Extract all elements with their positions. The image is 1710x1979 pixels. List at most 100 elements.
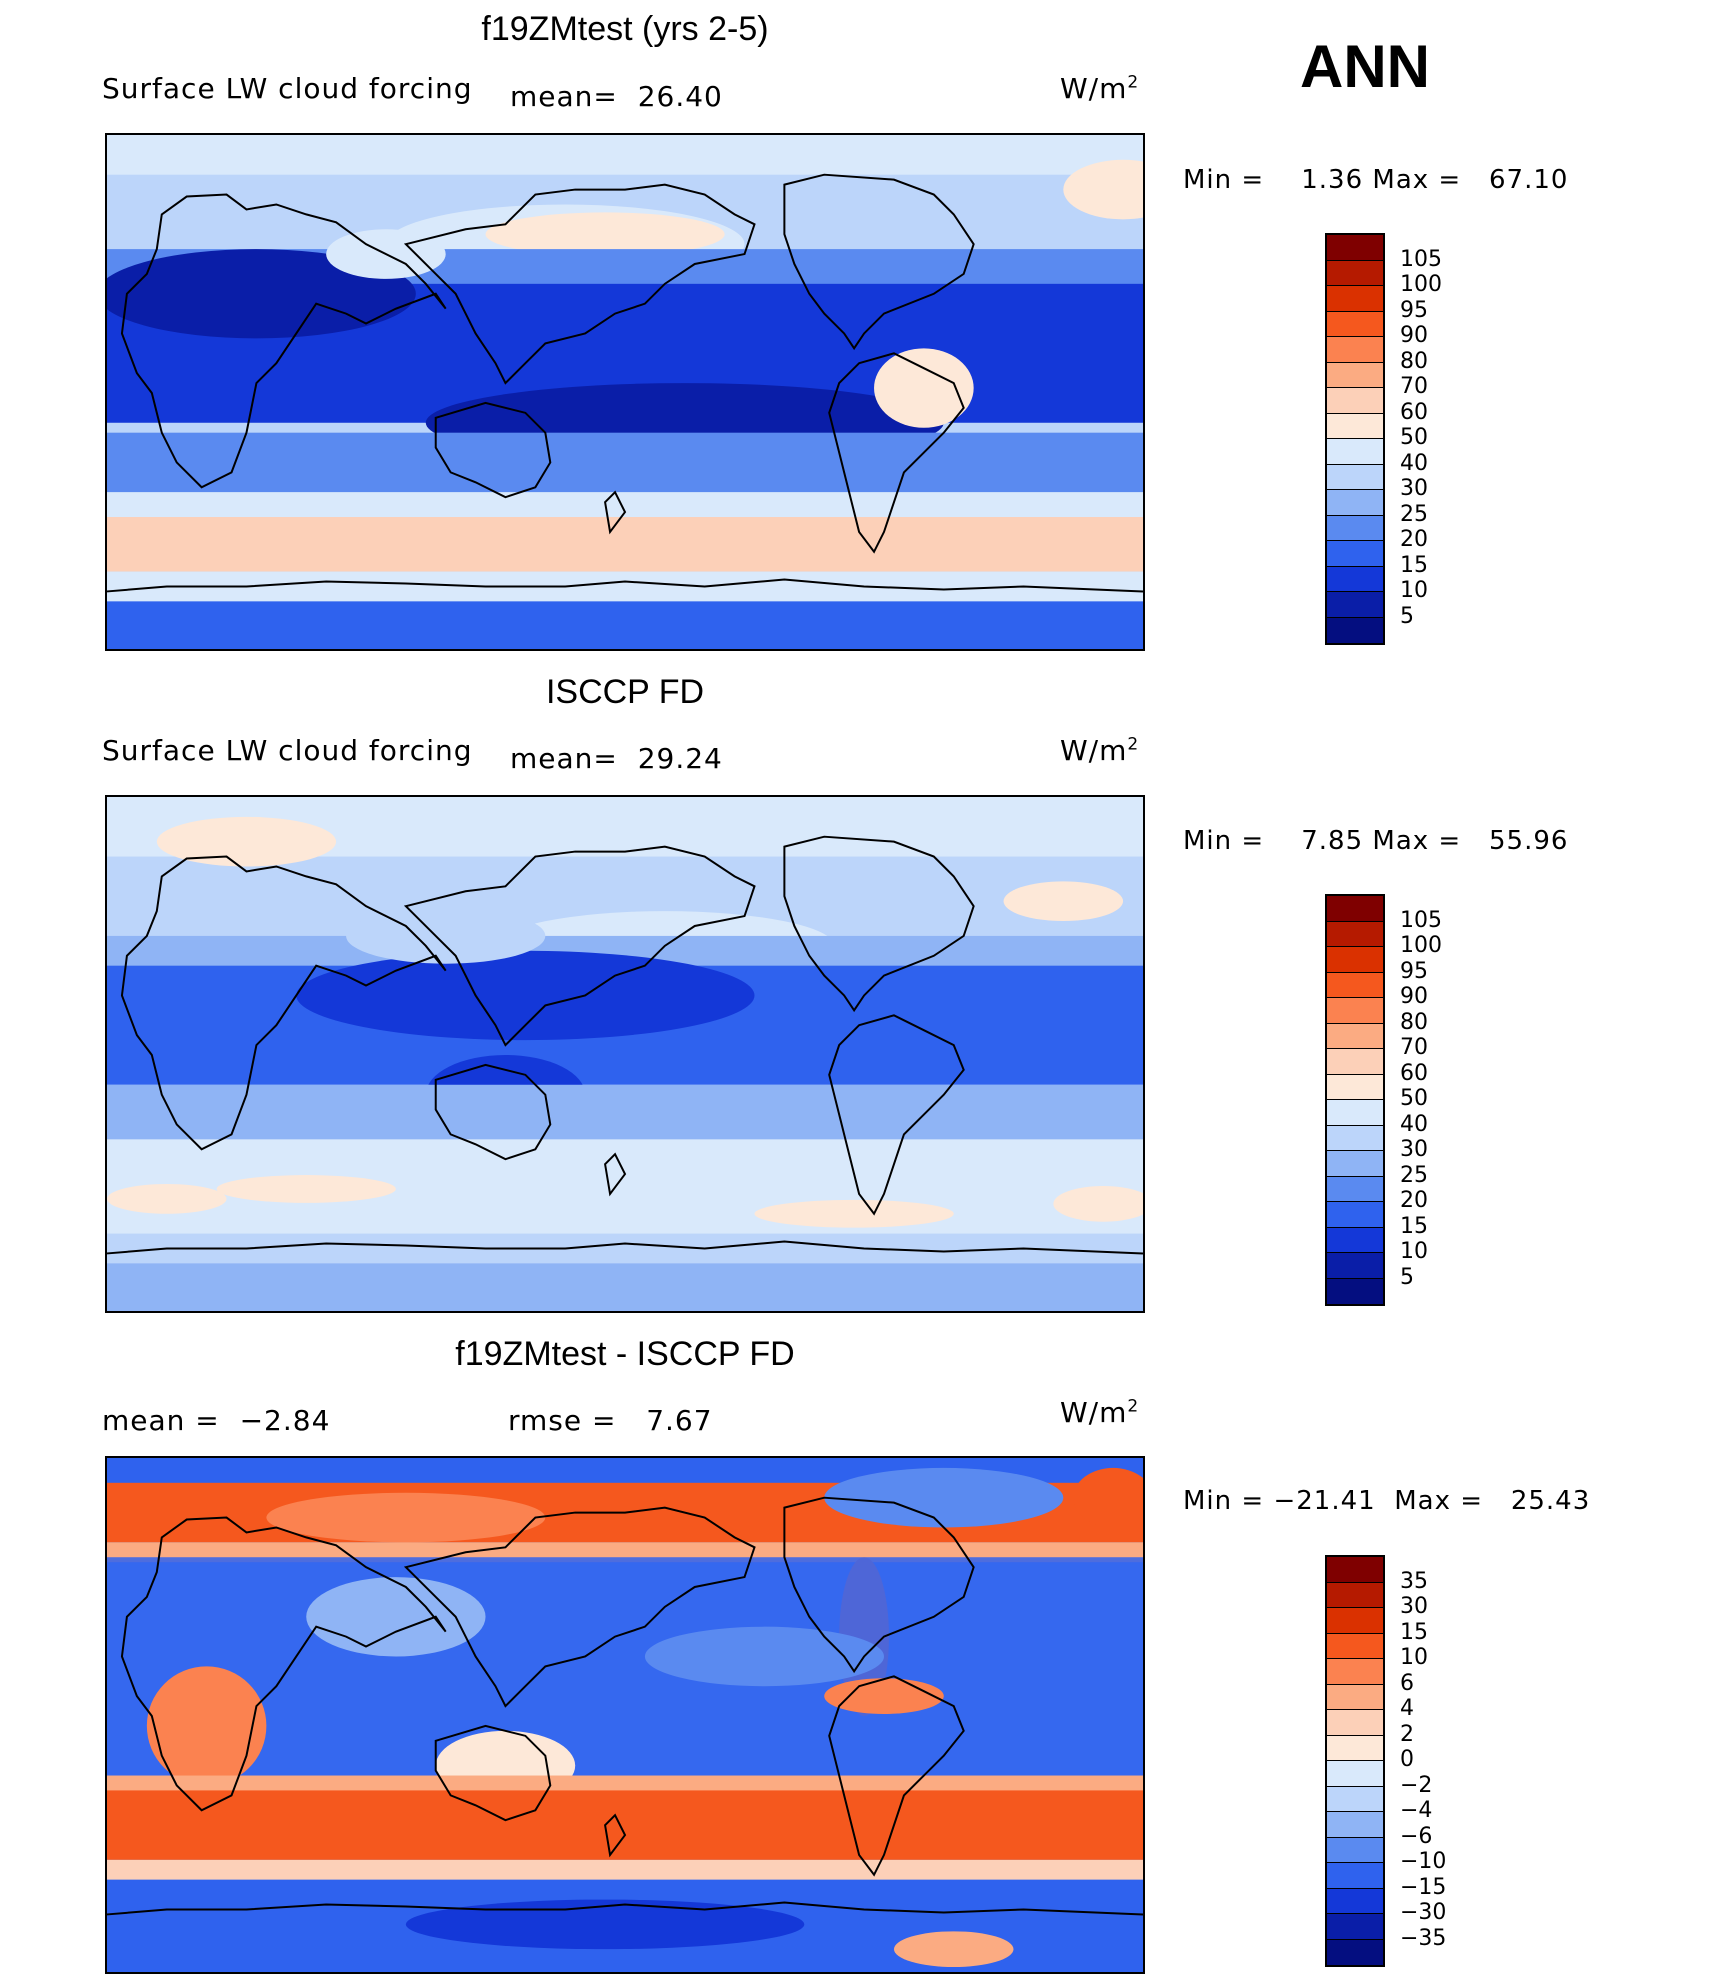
colorbar-level-label: 5 [1400, 603, 1414, 629]
colorbar-swatch [1327, 1761, 1383, 1787]
colorbar-swatch [1327, 260, 1383, 286]
colorbar-swatch [1327, 1735, 1383, 1761]
panel3-rmse: rmse = 7.67 [508, 1404, 713, 1437]
colorbar-level-label: 15 [1400, 552, 1428, 578]
colorbar-swatch [1327, 515, 1383, 541]
colorbar-swatch [1327, 286, 1383, 312]
colorbar-level-label: 15 [1400, 1619, 1428, 1645]
colorbar-swatch [1327, 1684, 1383, 1710]
colorbar-level-label: 4 [1400, 1696, 1414, 1721]
colorbar-swatch [1327, 311, 1383, 337]
colorbar-swatch [1327, 1100, 1383, 1126]
colorbar-swatch [1327, 337, 1383, 363]
panel3-map [105, 1456, 1145, 1974]
colorbar-level-label: 5 [1400, 1264, 1414, 1290]
panel3-colorbar [1325, 1555, 1385, 1967]
colorbar-level-label: 95 [1400, 297, 1428, 323]
panel1-mean-value: 26.40 [637, 80, 723, 113]
colorbar-swatch [1327, 1582, 1383, 1608]
colorbar-swatch [1327, 388, 1383, 414]
colorbar-level-label: 30 [1400, 1594, 1428, 1619]
colorbar-level-label: 90 [1400, 984, 1428, 1009]
colorbar-swatch [1327, 566, 1383, 592]
panel3-map-svg [107, 1458, 1143, 1972]
colorbar-level-label: 20 [1400, 1188, 1428, 1213]
colorbar-swatch [1327, 1176, 1383, 1202]
panel2-units: W/m2 [1060, 734, 1140, 767]
colorbar-swatch [1327, 1633, 1383, 1659]
colorbar-swatch [1327, 1227, 1383, 1253]
colorbar-swatch [1327, 235, 1383, 261]
colorbar-swatch [1327, 1125, 1383, 1151]
colorbar-level-label: 20 [1400, 527, 1428, 552]
panel1-units: W/m2 [1060, 72, 1140, 105]
colorbar-level-label: 10 [1400, 1645, 1428, 1670]
colorbar-level-label: −35 [1400, 1925, 1447, 1951]
colorbar-swatch [1327, 1786, 1383, 1812]
colorbar-level-label: 105 [1400, 246, 1442, 272]
colorbar-level-label: 0 [1400, 1747, 1414, 1772]
colorbar-swatch [1327, 1863, 1383, 1889]
panel1-mean-label: mean= [510, 80, 618, 113]
colorbar-swatch [1327, 1659, 1383, 1685]
colorbar-level-label: 40 [1400, 450, 1428, 476]
colorbar-swatch [1327, 1557, 1383, 1583]
colorbar-swatch [1327, 1710, 1383, 1736]
panel2-variable: Surface LW cloud forcing [102, 734, 473, 767]
colorbar-level-label: 15 [1400, 1213, 1428, 1239]
colorbar-swatch [1327, 1151, 1383, 1177]
colorbar-level-label: 60 [1400, 399, 1428, 425]
panel1-colorbar [1325, 233, 1385, 645]
colorbar-level-label: 25 [1400, 1162, 1428, 1188]
colorbar-swatch [1327, 1939, 1383, 1965]
panel1-mean: mean= 26.40 [510, 80, 723, 113]
colorbar-swatch [1327, 1914, 1383, 1940]
colorbar-level-label: 50 [1400, 1086, 1428, 1111]
colorbar-level-label: 70 [1400, 1035, 1428, 1060]
colorbar-level-label: 30 [1400, 1137, 1428, 1162]
colorbar-swatch [1327, 1278, 1383, 1304]
panel2-map [105, 795, 1145, 1313]
colorbar-swatch [1327, 998, 1383, 1024]
panel2-mean: mean= 29.24 [510, 742, 723, 775]
colorbar-level-label: 80 [1400, 1009, 1428, 1035]
panel3-mean: mean = −2.84 [102, 1404, 331, 1437]
colorbar-swatch [1327, 896, 1383, 922]
colorbar-level-label: 25 [1400, 501, 1428, 527]
colorbar-level-label: 6 [1400, 1670, 1414, 1696]
panel3-units: W/m2 [1060, 1396, 1140, 1429]
panel1-map [105, 133, 1145, 651]
colorbar-level-label: 10 [1400, 1239, 1428, 1264]
panel2-minmax: Min = 7.85 Max = 55.96 [1183, 826, 1569, 856]
colorbar-level-label: 100 [1400, 272, 1442, 297]
colorbar-swatch [1327, 1837, 1383, 1863]
colorbar-level-label: −4 [1400, 1798, 1433, 1823]
colorbar-level-label: 70 [1400, 374, 1428, 399]
colorbar-swatch [1327, 1202, 1383, 1228]
colorbar-swatch [1327, 972, 1383, 998]
colorbar-swatch [1327, 1253, 1383, 1279]
colorbar-swatch [1327, 541, 1383, 567]
colorbar-level-label: 100 [1400, 933, 1442, 958]
colorbar-level-label: 30 [1400, 476, 1428, 501]
colorbar-level-label: −30 [1400, 1900, 1447, 1925]
colorbar-swatch [1327, 1812, 1383, 1838]
panel1-minmax: Min = 1.36 Max = 67.10 [1183, 165, 1569, 195]
colorbar-level-label: −10 [1400, 1849, 1447, 1874]
panel1-map-svg [107, 135, 1143, 649]
colorbar-swatch [1327, 592, 1383, 618]
panel2-title: ISCCP FD [545, 673, 705, 711]
colorbar-level-label: 50 [1400, 425, 1428, 450]
colorbar-level-label: 80 [1400, 348, 1428, 374]
colorbar-level-label: 90 [1400, 323, 1428, 348]
colorbar-swatch [1327, 1074, 1383, 1100]
panel1-variable: Surface LW cloud forcing [102, 72, 473, 105]
colorbar-level-label: 105 [1400, 907, 1442, 933]
colorbar-swatch [1327, 362, 1383, 388]
colorbar-level-label: −6 [1400, 1823, 1433, 1849]
colorbar-level-label: −15 [1400, 1874, 1447, 1900]
panel2-mean-value: 29.24 [637, 742, 723, 775]
colorbar-swatch [1327, 1888, 1383, 1914]
colorbar-swatch [1327, 1608, 1383, 1634]
colorbar-swatch [1327, 921, 1383, 947]
